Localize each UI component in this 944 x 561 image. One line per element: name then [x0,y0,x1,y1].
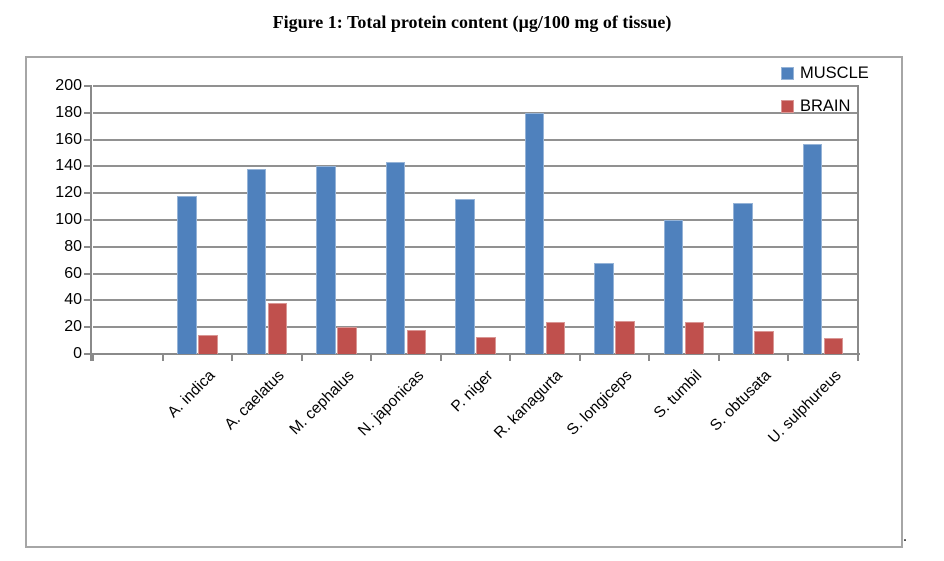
x-axis-label: A. indica [164,367,219,422]
y-axis-tick [84,299,91,302]
bar-brain-8 [684,321,705,354]
y-axis-label: 40 [64,291,82,309]
x-axis-label: M. cephalus [286,367,358,439]
y-axis-tick [84,165,91,168]
y-axis-tick [84,85,91,87]
y-axis-tick [84,272,91,275]
x-axis-tick [370,355,373,361]
y-axis-label: 200 [55,77,82,94]
x-axis-tick [439,355,442,361]
trailing-period: . [903,528,907,545]
x-axis-label: N. japonicas [354,367,427,440]
x-axis-label: P. niger [448,367,497,416]
legend-item-muscle: MUSCLE [781,64,869,83]
muscle-swatch-icon [781,67,794,80]
bar-brain-6 [545,321,566,354]
y-axis-label: 140 [55,157,82,175]
y-axis-line [90,85,92,361]
y-axis-tick [84,326,91,329]
x-axis-tick [857,355,859,361]
gridline [93,299,858,302]
legend-item-brain: BRAIN [781,97,850,116]
legend-label-muscle: MUSCLE [800,64,869,82]
bar-muscle-4 [385,162,406,354]
y-axis-tick [84,353,91,355]
gridline [93,245,858,248]
x-axis-tick [161,355,164,361]
x-axis-label: S. obtusata [707,367,775,435]
y-axis-tick [84,192,91,195]
x-axis-line [90,353,860,355]
gridline [93,85,858,87]
y-axis-tick [84,138,91,141]
bar-brain-5 [476,336,496,354]
bar-muscle-8 [663,220,684,354]
x-axis-tick [648,355,651,361]
brain-swatch-icon [781,100,794,113]
bar-brain-3 [337,327,357,354]
gridline [93,111,858,114]
y-axis-label: 80 [64,237,82,255]
x-axis-tick [231,355,234,361]
bar-muscle-3 [316,166,336,354]
x-axis-label: R. kanagurta [491,367,567,442]
x-axis-label: A. caelatus [221,367,288,434]
y-axis-tick [84,245,91,248]
y-axis-label: 100 [55,211,82,228]
y-axis-label: 180 [55,103,82,121]
y-axis-label: 60 [64,264,82,282]
bar-muscle-5 [455,198,475,354]
y-axis-label: 20 [64,318,82,336]
figure-caption: Figure 1: Total protein content (µg/100 … [272,12,672,32]
gridline [93,192,858,195]
x-axis-tick [787,355,790,361]
bar-muscle-10 [802,143,823,354]
x-axis-label: S. tumbil [650,367,706,422]
x-axis-tick [717,355,720,361]
gridline [93,138,858,141]
bar-brain-10 [823,337,844,354]
bar-muscle-9 [733,202,753,354]
x-axis-label: S. longiceps [563,367,636,439]
bar-brain-7 [615,320,635,354]
bar-muscle-2 [246,169,267,354]
bar-muscle-1 [177,195,197,354]
y-axis-tick [84,219,91,221]
x-axis-tick [92,355,94,361]
bar-brain-9 [754,331,774,354]
y-axis-label: 0 [73,345,82,362]
gridline [93,272,858,275]
y-axis-label: 160 [55,130,82,148]
bar-brain-2 [267,303,288,354]
bar-brain-4 [406,329,427,354]
x-axis-tick [509,355,512,361]
gridline [93,326,858,329]
bar-brain-1 [198,335,218,354]
y-axis-tick [84,111,91,114]
bar-muscle-6 [524,112,545,354]
gridline [93,165,858,168]
bar-muscle-7 [594,262,614,354]
x-axis-tick [578,355,581,361]
gridline [93,219,858,221]
legend-label-brain: BRAIN [800,97,851,115]
plot-right-border [857,85,859,355]
y-axis-label: 120 [55,184,82,202]
x-axis-tick [300,355,303,361]
x-axis-label: U. sulphureus [764,367,845,447]
